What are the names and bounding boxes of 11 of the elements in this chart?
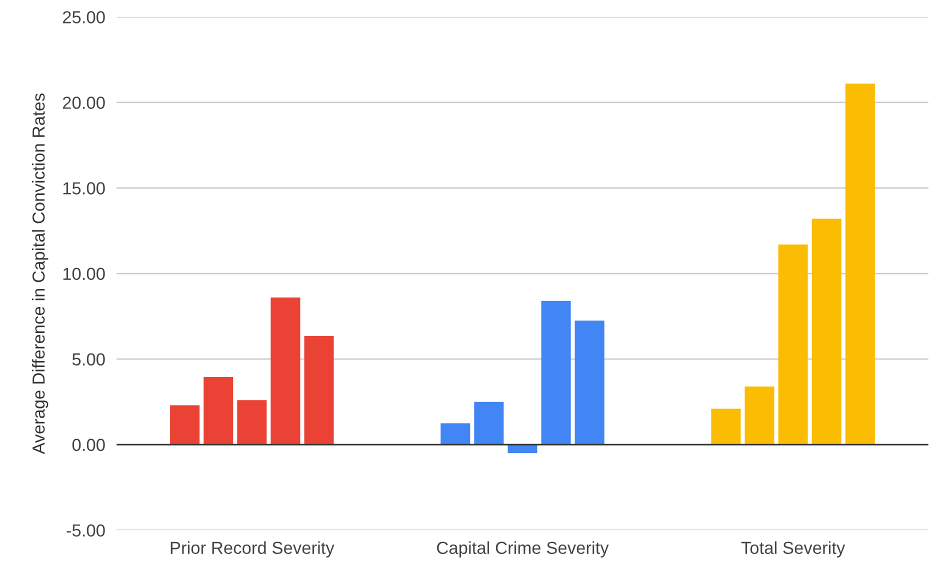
y-axis-title: Average Difference in Capital Conviction Rates bbox=[32, 94, 48, 454]
y-tick-label: 20.00 bbox=[62, 96, 105, 109]
y-tick-label: 0.00 bbox=[72, 438, 105, 452]
y-tick-label: -5.00 bbox=[66, 524, 105, 537]
y-tick-label: 25.00 bbox=[62, 11, 105, 24]
x-tick-label: Total Severity bbox=[741, 541, 846, 558]
y-tick-label: 5.00 bbox=[72, 353, 105, 366]
y-tick-label: 10.00 bbox=[63, 268, 105, 280]
y-tick-label: 15.00 bbox=[63, 182, 105, 194]
x-tick-label: Prior Record Severity bbox=[170, 541, 334, 558]
x-tick-label: Capital Crime Severity bbox=[437, 541, 609, 558]
